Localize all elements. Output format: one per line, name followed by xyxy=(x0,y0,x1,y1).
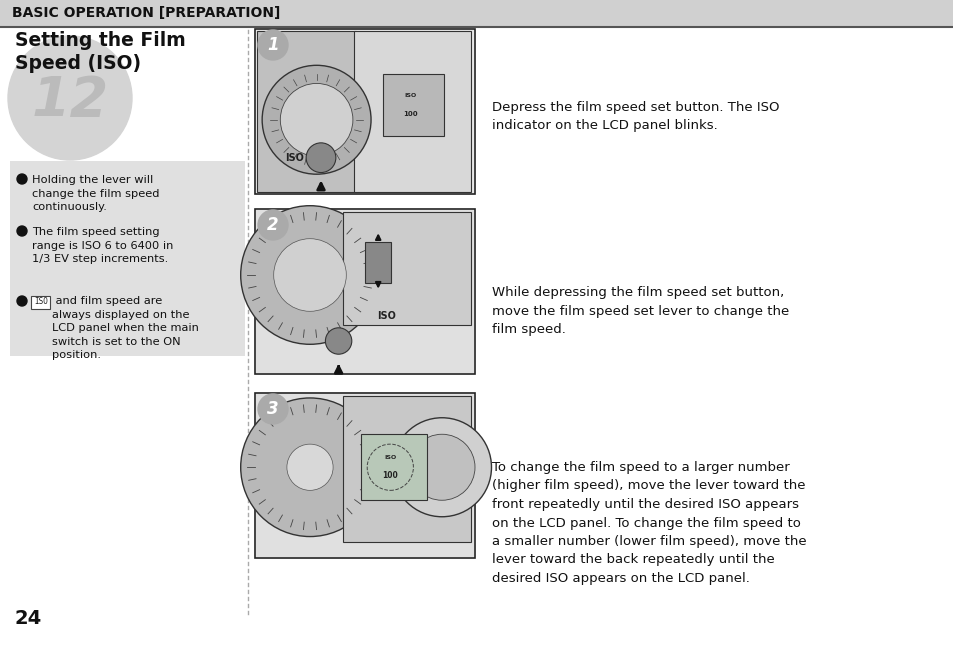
Circle shape xyxy=(257,210,288,240)
Text: Speed (ISO): Speed (ISO) xyxy=(15,54,141,73)
Text: While depressing the film speed set button,
move the film speed set lever to cha: While depressing the film speed set butt… xyxy=(492,286,788,336)
Text: The film speed setting
range is ISO 6 to 6400 in
1/3 EV step increments.: The film speed setting range is ISO 6 to… xyxy=(32,227,173,264)
Text: Setting the Film: Setting the Film xyxy=(15,31,186,50)
Circle shape xyxy=(409,434,475,500)
Circle shape xyxy=(17,296,27,306)
Circle shape xyxy=(240,205,379,344)
Bar xyxy=(256,31,355,192)
Text: 12: 12 xyxy=(31,74,109,128)
Text: BASIC OPERATION [PREPARATION]: BASIC OPERATION [PREPARATION] xyxy=(12,6,280,20)
Text: Holding the lever will
change the film speed
continuously.: Holding the lever will change the film s… xyxy=(32,175,159,212)
Bar xyxy=(255,210,474,373)
Bar xyxy=(0,0,953,26)
Circle shape xyxy=(325,328,352,354)
Bar xyxy=(10,161,245,356)
Text: To change the film speed to a larger number
(higher film speed), move the lever : To change the film speed to a larger num… xyxy=(492,461,806,585)
Circle shape xyxy=(257,394,288,424)
Text: 100: 100 xyxy=(402,111,417,118)
Text: ISO: ISO xyxy=(377,311,396,321)
Circle shape xyxy=(280,83,353,156)
Bar xyxy=(382,74,444,136)
Text: 1: 1 xyxy=(267,36,278,54)
Bar xyxy=(254,29,475,194)
Bar xyxy=(354,31,470,192)
Bar xyxy=(365,242,391,283)
Text: ISO: ISO xyxy=(384,455,396,460)
Circle shape xyxy=(306,143,335,172)
Circle shape xyxy=(274,239,346,311)
Bar xyxy=(254,209,475,374)
Text: and film speed are
always displayed on the
LCD panel when the main
switch is set: and film speed are always displayed on t… xyxy=(52,296,198,360)
Text: 100: 100 xyxy=(382,471,397,480)
Bar xyxy=(255,30,474,193)
Text: ISO: ISO xyxy=(34,298,48,306)
Circle shape xyxy=(257,30,288,60)
Text: ISO: ISO xyxy=(285,152,304,163)
Text: Depress the film speed set button. The ISO
indicator on the LCD panel blinks.: Depress the film speed set button. The I… xyxy=(492,101,779,132)
Bar xyxy=(255,394,474,557)
Circle shape xyxy=(392,418,491,517)
Circle shape xyxy=(287,444,333,490)
Bar xyxy=(343,213,470,324)
Circle shape xyxy=(17,226,27,236)
Text: ISO: ISO xyxy=(404,93,416,98)
Text: 2: 2 xyxy=(267,216,278,234)
Bar xyxy=(254,393,475,558)
Text: 3: 3 xyxy=(267,400,278,418)
Circle shape xyxy=(17,174,27,184)
FancyBboxPatch shape xyxy=(31,295,51,309)
Text: 24: 24 xyxy=(15,609,42,628)
Circle shape xyxy=(262,65,371,174)
Circle shape xyxy=(240,398,379,537)
Bar xyxy=(343,396,470,541)
Circle shape xyxy=(8,36,132,160)
Bar xyxy=(360,434,426,500)
